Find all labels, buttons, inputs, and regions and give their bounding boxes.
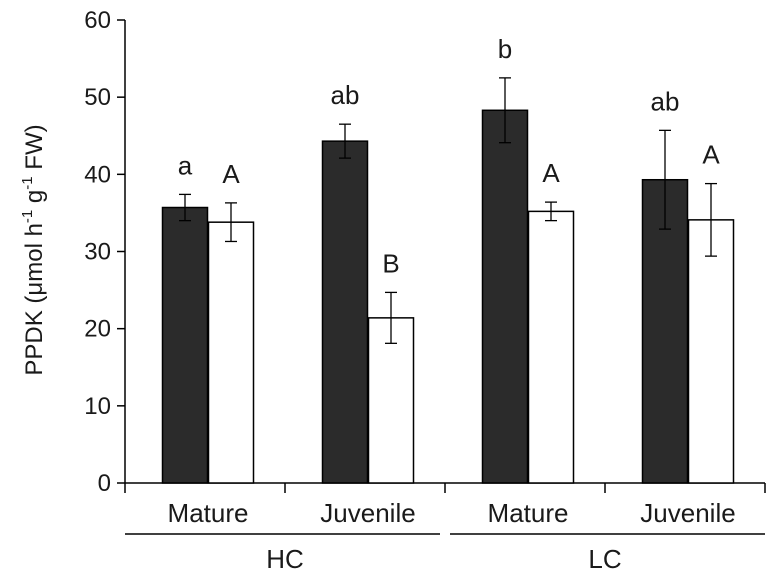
category-label: Mature <box>488 498 569 528</box>
y-axis-label-end: FW) <box>21 124 48 176</box>
category-labels: Mature Juvenile Mature Juvenile <box>168 498 736 528</box>
significance-letter: ab <box>651 86 680 116</box>
y-axis: 0 10 20 30 40 50 60 <box>84 7 126 497</box>
y-axis-label-mid: g <box>21 190 48 210</box>
y-tick-label: 10 <box>84 393 111 420</box>
error-bars <box>179 77 717 344</box>
y-tick-label: 20 <box>84 316 111 343</box>
y-tick-label: 40 <box>84 161 111 188</box>
significance-letter: B <box>382 248 399 278</box>
y-axis-label-sup1: -1 <box>19 210 36 223</box>
significance-letter: A <box>222 159 240 189</box>
y-axis-label-sup2: -1 <box>19 176 36 189</box>
significance-letters: a ab b ab A B A A <box>178 34 721 279</box>
significance-letter: A <box>542 158 560 188</box>
group-label: HC <box>266 544 304 574</box>
x-axis <box>124 482 766 493</box>
bar <box>641 178 689 484</box>
significance-letter: a <box>178 150 193 180</box>
group-labels: HC LC <box>125 533 765 574</box>
category-label: Juvenile <box>320 498 415 528</box>
bar <box>527 210 575 484</box>
bar <box>367 317 415 484</box>
category-label: Mature <box>168 498 249 528</box>
significance-letter: A <box>702 140 720 170</box>
y-axis-label: PPDK (μmol h-1 g-1 FW) <box>19 124 48 375</box>
bar <box>207 221 255 484</box>
x-ticks <box>124 483 766 493</box>
category-label: Juvenile <box>640 498 735 528</box>
y-tick-label: 30 <box>84 239 111 266</box>
bar <box>481 109 529 484</box>
significance-letter: b <box>498 34 512 64</box>
y-tick-label: 50 <box>84 84 111 111</box>
group-label: LC <box>588 544 621 574</box>
bars <box>161 109 735 484</box>
bar <box>687 219 735 484</box>
significance-letter: ab <box>331 80 360 110</box>
y-tick-label: 0 <box>98 470 111 497</box>
y-axis-label-main: PPDK (μmol h <box>21 223 48 376</box>
y-tick-label: 60 <box>84 7 111 34</box>
y-ticks: 0 10 20 30 40 50 60 <box>84 7 125 497</box>
bar <box>321 140 369 484</box>
bar <box>161 206 209 484</box>
